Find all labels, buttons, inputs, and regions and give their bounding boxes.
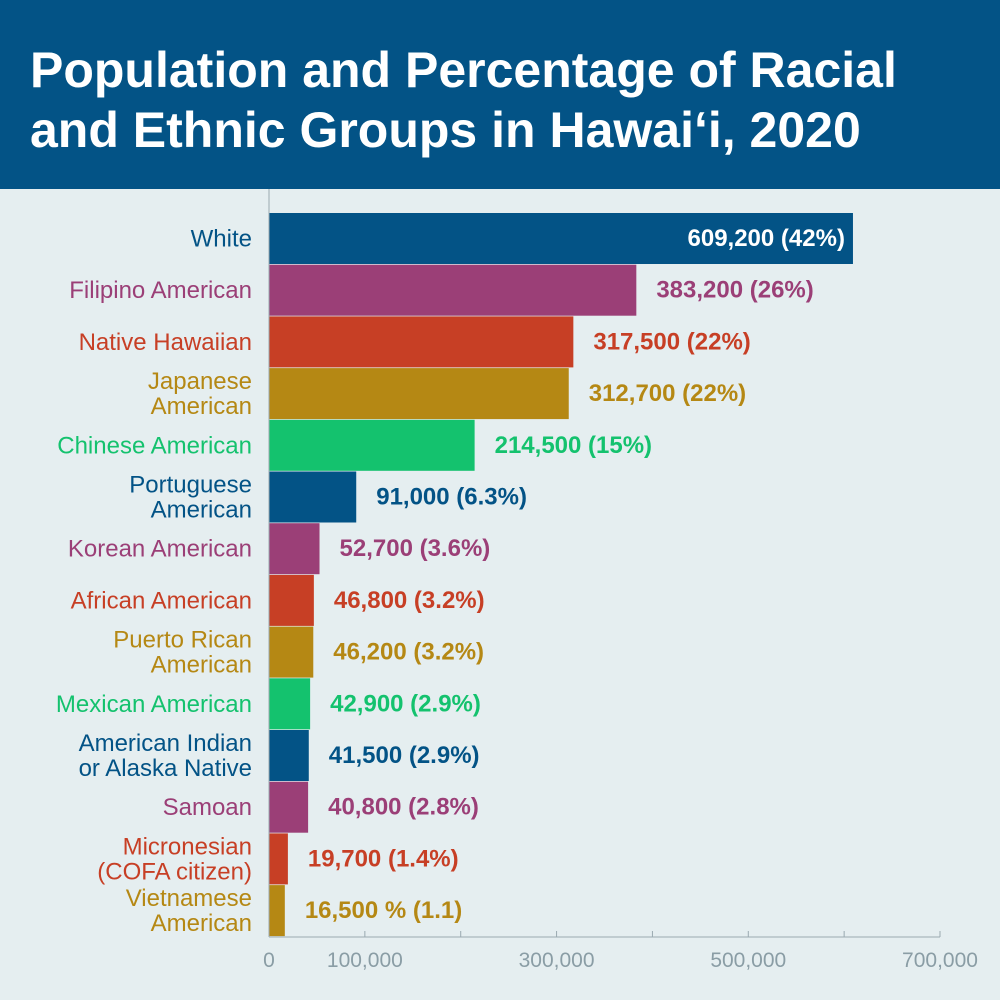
category-label-african-american: African American [71,587,252,614]
category-label-filipino-american: Filipino American [69,277,252,304]
bar-american-indian-or-alaska-native [269,730,309,781]
category-label-line: Vietnamese [126,885,252,912]
x-tick-label: 0 [263,949,275,972]
bar-mexican-american [269,678,311,730]
category-label-line: Micronesian [123,833,252,860]
bar-group-samoan: Samoan 40,800 (2.8%) [163,781,479,833]
category-label-line: American [151,651,252,678]
bar-african-american [269,574,314,626]
bar-filipino-american [269,264,637,316]
bar-group-white: White 609,200 (42%) [191,213,853,264]
value-label-portuguese-american: 91,000 (6.3%) [376,484,527,511]
category-label-line: American [151,910,252,937]
value-label-japanese-american: 312,700 (22%) [589,380,746,407]
category-label-american-indian-or-alaska-native: American Indian or Alaska Native [79,730,252,782]
category-label-line: Samoan [163,794,252,821]
bar-korean-american [269,523,320,575]
category-label-line: American [151,393,252,420]
category-label-portuguese-american: Portuguese American [129,471,252,523]
value-label-mexican-american: 42,900 (2.9%) [330,690,481,717]
category-label-line: White [191,225,252,252]
bar-group-filipino-american: Filipino American 383,200 (26%) [69,264,814,316]
page-title: Population and Percentage of Racial and … [30,40,980,160]
bars-layer: White 609,200 (42%) Filipino American 383,2… [56,213,853,937]
category-label-white: White [191,225,252,252]
bar-group-japanese-american: Japanese American 312,700 (22%) [148,368,746,420]
bar-samoan [269,781,309,833]
category-label-line: African American [71,587,252,614]
bar-japanese-american [269,368,569,420]
bar-group-american-indian-or-alaska-native: American Indian or Alaska Native 41,500 (2… [79,730,480,782]
category-label-line: Korean American [68,535,252,562]
category-label-line: Filipino American [69,277,252,304]
category-label-line: Portuguese [129,471,252,498]
x-tick-label: 500,000 [710,949,786,972]
category-label-line: Native Hawaiian [79,328,252,355]
bar-chinese-american [269,419,475,471]
category-label-micronesian-cofa-citizen: Micronesian (COFA citizen) [97,833,252,885]
bar-group-portuguese-american: Portuguese American 91,000 (6.3%) [129,471,527,523]
category-label-line: Puerto Rican [113,626,252,653]
category-label-korean-american: Korean American [68,535,252,562]
value-label-african-american: 46,800 (3.2%) [334,587,485,614]
bar-group-korean-american: Korean American 52,700 (3.6%) [68,523,491,575]
bar-group-mexican-american: Mexican American 42,900 (2.9%) [56,678,481,730]
title-line-1: Population and Percentage of Racial [30,42,897,98]
bar-group-chinese-american: Chinese American 214,500 (15%) [57,419,652,471]
category-label-chinese-american: Chinese American [57,432,252,459]
bar-group-puerto-rican-american: Puerto Rican American 46,200 (3.2%) [113,626,484,678]
bar-vietnamese-american [269,885,285,937]
value-label-chinese-american: 214,500 (15%) [495,432,652,459]
category-label-mexican-american: Mexican American [56,690,252,717]
value-label-puerto-rican-american: 46,200 (3.2%) [333,639,484,666]
category-label-line: Japanese [148,368,252,395]
value-label-samoan: 40,800 (2.8%) [328,794,479,821]
value-label-korean-american: 52,700 (3.6%) [340,535,491,562]
value-label-white: 609,200 (42%) [688,225,845,252]
bar-puerto-rican-american [269,626,314,678]
bar-micronesian-cofa-citizen [269,833,288,885]
x-axis: 0 100,000 300,000 500,000 700,000 [263,189,978,972]
category-label-puerto-rican-american: Puerto Rican American [113,626,252,678]
category-label-japanese-american: Japanese American [148,368,252,420]
value-label-micronesian-cofa-citizen: 19,700 (1.4%) [308,845,459,872]
category-label-samoan: Samoan [163,794,252,821]
category-label-line: (COFA citizen) [97,858,252,885]
value-label-filipino-american: 383,200 (26%) [656,277,813,304]
category-label-vietnamese-american: Vietnamese American [126,885,252,937]
category-label-line: Mexican American [56,690,252,717]
bar-chart: White 609,200 (42%) Filipino American 383,2… [56,189,978,972]
bar-group-micronesian-cofa-citizen: Micronesian (COFA citizen) 19,700 (1.4%) [97,833,458,885]
bar-group-vietnamese-american: Vietnamese American 16,500 % (1.1) [126,885,463,937]
bar-white [269,213,853,264]
bar-portuguese-american [269,471,357,523]
x-tick-label: 700,000 [902,949,978,972]
category-label-line: or Alaska Native [79,755,252,782]
header-banner: Population and Percentage of Racial and … [0,0,1000,189]
category-label-line: American Indian [79,730,252,757]
value-label-vietnamese-american: 16,500 % (1.1) [305,897,462,924]
bar-group-native-hawaiian: Native Hawaiian 317,500 (22%) [79,316,751,368]
category-label-line: Chinese American [57,432,252,459]
value-label-native-hawaiian: 317,500 (22%) [593,328,750,355]
bar-native-hawaiian [269,316,574,368]
x-tick-label: 300,000 [519,949,595,972]
title-line-2: and Ethnic Groups in Hawai‘i, 2020 [30,102,861,158]
bar-group-african-american: African American 46,800 (3.2%) [71,574,485,626]
category-label-line: American [151,496,252,523]
x-tick-label: 100,000 [327,949,403,972]
value-label-american-indian-or-alaska-native: 41,500 (2.9%) [329,742,480,769]
category-label-native-hawaiian: Native Hawaiian [79,328,252,355]
